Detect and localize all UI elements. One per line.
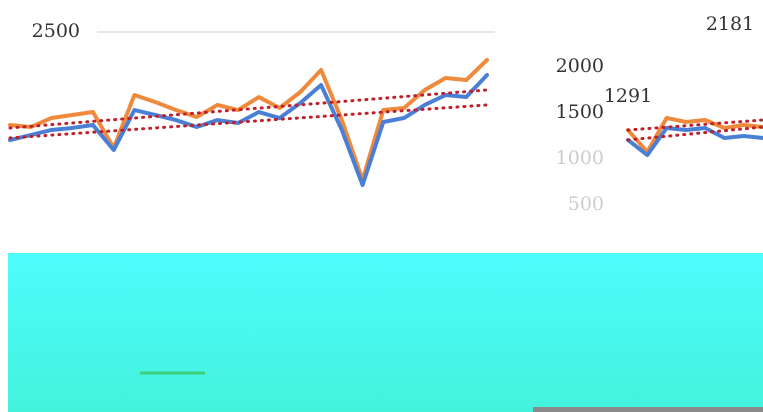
overlay-panel: [8, 253, 763, 412]
series-line: [626, 125, 763, 158]
y-tick-label: 2500: [32, 20, 80, 42]
y-tick-label: 1500: [556, 101, 604, 123]
y-tick-label: 500: [568, 193, 604, 215]
series-line: [8, 57, 489, 183]
annotation: 1291: [604, 85, 652, 107]
overlay-bar: [533, 407, 763, 412]
series-line: [626, 115, 763, 155]
trend-line: [8, 88, 489, 130]
annotation: 2181: [706, 13, 754, 35]
series-line: [8, 72, 489, 187]
trend-line: [626, 125, 763, 142]
y-tick-label: 2000: [556, 55, 604, 77]
plots: 2500 2000 1500 1000 500: [8, 20, 763, 215]
trend-line: [626, 118, 763, 132]
y-tick-label: 1000: [556, 147, 604, 169]
trend-line: [8, 103, 489, 140]
